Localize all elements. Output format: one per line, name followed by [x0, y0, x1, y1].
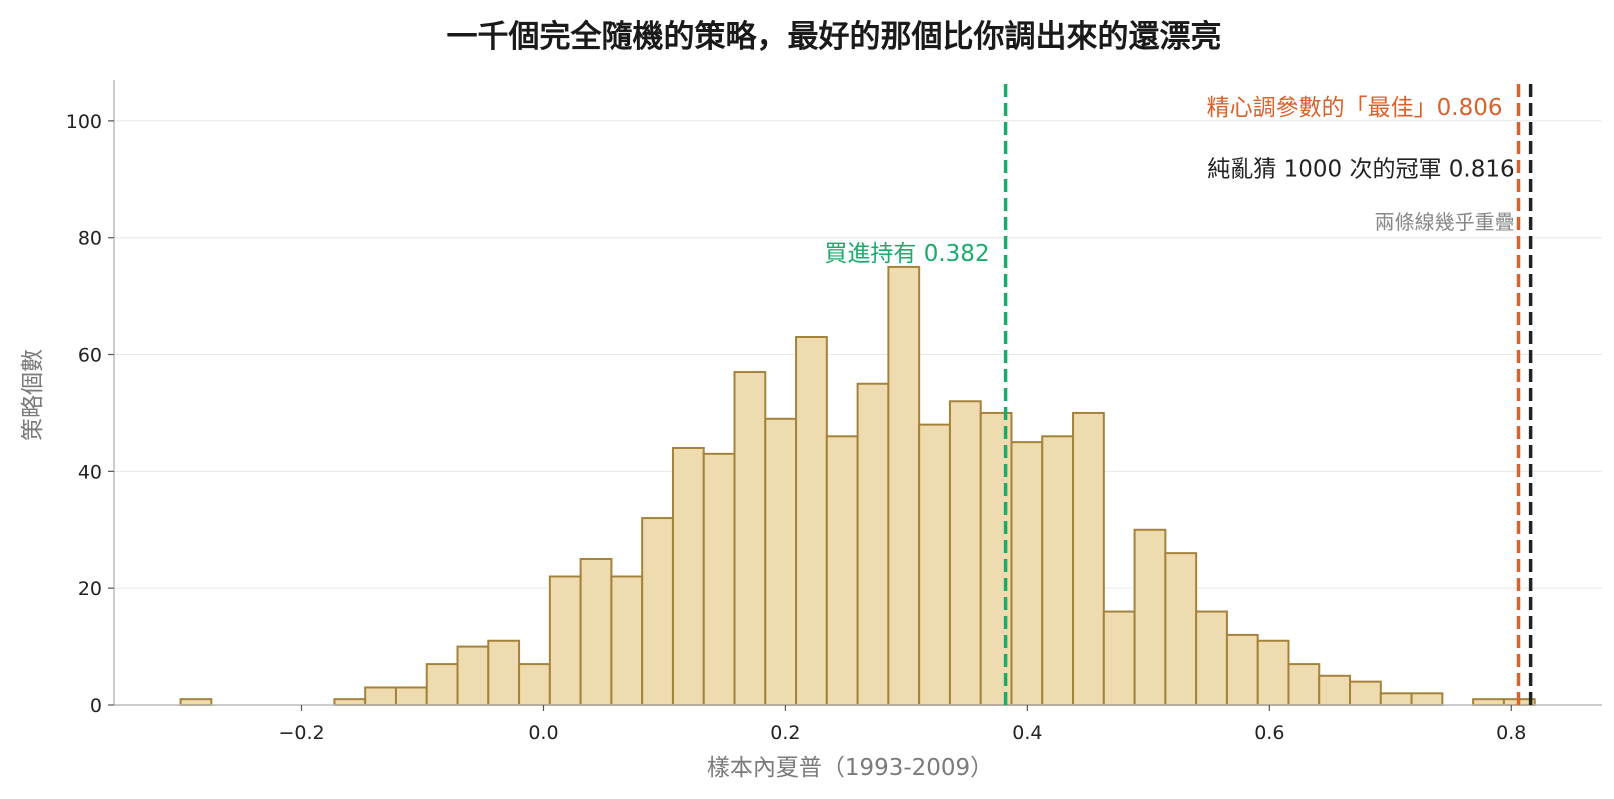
histogram-bar-11 — [518, 663, 551, 706]
histogram-bar-12 — [548, 575, 582, 706]
histogram-bar-13 — [579, 557, 613, 707]
histogram-bar-24 — [918, 423, 951, 706]
histogram-bar-25 — [948, 400, 982, 706]
histogram-bar-20 — [795, 336, 828, 706]
y-tick-label-2: 40 — [78, 461, 102, 483]
reference-lines — [1003, 84, 1533, 705]
histogram-bar-6 — [364, 686, 397, 706]
histogram-bar-28 — [1041, 435, 1075, 706]
histogram-bar-36 — [1287, 663, 1321, 706]
annotation-tuned-best: 精心調參數的「最佳」0.806 — [1207, 95, 1503, 121]
histogram-bar-16 — [671, 446, 705, 706]
histogram-bar-38 — [1349, 680, 1382, 706]
histogram-bar-9 — [456, 645, 490, 707]
histogram-bar-10 — [487, 639, 521, 707]
y-tick-label-3: 60 — [78, 345, 102, 367]
gridlines — [114, 120, 1602, 589]
histogram-bar-35 — [1256, 639, 1290, 707]
histogram-bar-8 — [425, 663, 459, 706]
histogram-bar-7 — [394, 686, 428, 706]
x-tick-label-4: 0.6 — [1254, 722, 1284, 744]
annotations: 買進持有 0.382 精心調參數的「最佳」0.806 純亂猜 1000 次的冠軍 0… — [824, 95, 1514, 267]
histogram-bar-37 — [1318, 674, 1352, 706]
x-tick-label-0: −0.2 — [278, 722, 324, 744]
y-axis-label: 策略個數 — [20, 349, 46, 441]
histogram-bar-19 — [764, 417, 798, 706]
x-tick-label-5: 0.8 — [1496, 722, 1526, 744]
histogram-bar-34 — [1225, 633, 1259, 707]
x-tick-label-2: 0.2 — [770, 722, 800, 744]
histogram-bar-42 — [1472, 698, 1505, 706]
histogram-bar-0 — [179, 698, 213, 706]
annotation-buy-and-hold: 買進持有 0.382 — [824, 241, 989, 267]
histogram-bar-33 — [1195, 610, 1228, 706]
histogram-bar-27 — [1010, 441, 1044, 706]
axes — [113, 80, 1602, 706]
histogram-bar-23 — [887, 265, 921, 706]
y-axis-ticks: 0 20 40 60 80 100 — [66, 111, 114, 717]
histogram-bar-18 — [733, 371, 767, 706]
histogram-bar-31 — [1133, 528, 1167, 706]
x-tick-label-3: 0.4 — [1012, 722, 1042, 744]
x-axis-ticks: −0.2 0.0 0.2 0.4 0.6 0.8 — [278, 705, 1526, 744]
histogram-bar-22 — [856, 382, 890, 706]
x-tick-label-1: 0.0 — [528, 722, 558, 744]
histogram-bar-15 — [641, 517, 674, 706]
y-tick-label-4: 80 — [78, 228, 102, 250]
histogram-bar-14 — [610, 575, 644, 706]
histogram-bar-30 — [1102, 610, 1136, 706]
histogram-bar-40 — [1410, 692, 1444, 706]
x-axis-label: 樣本內夏普（1993-2009） — [707, 755, 993, 781]
histogram-bar-29 — [1072, 411, 1105, 706]
y-tick-label-0: 0 — [90, 695, 102, 717]
annotation-overlap-note: 兩條線幾乎重疊 — [1375, 210, 1515, 234]
y-tick-label-5: 100 — [66, 111, 102, 133]
annotation-random-champion: 純亂猜 1000 次的冠軍 0.816 — [1207, 156, 1514, 182]
histogram-bar-21 — [825, 435, 859, 706]
y-tick-label-1: 20 — [78, 578, 102, 600]
histogram-bars — [179, 265, 1536, 707]
histogram-bar-32 — [1164, 552, 1198, 707]
histogram-bar-39 — [1379, 692, 1413, 706]
histogram-bar-17 — [702, 452, 736, 707]
histogram-bar-5 — [333, 698, 367, 706]
chart-title: 一千個完全隨機的策略，最好的那個比你調出來的還漂亮 — [447, 19, 1222, 55]
